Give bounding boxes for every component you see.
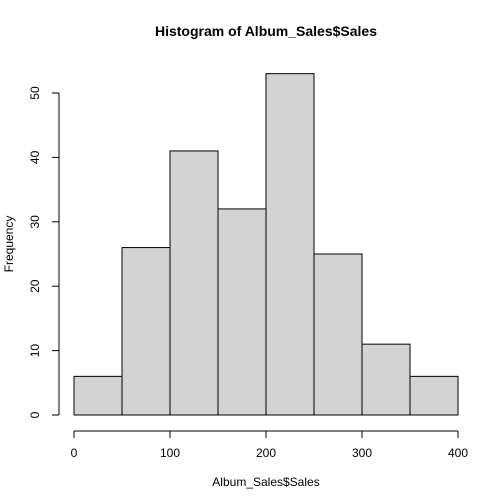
x-tick-label: 100 <box>160 446 180 460</box>
histogram-bar-100-150 <box>169 150 219 416</box>
x-tick-label: 200 <box>256 446 276 460</box>
y-tick-label: 10 <box>28 344 42 358</box>
histogram-bar-50-100 <box>121 247 171 416</box>
bars-group <box>73 73 459 416</box>
x-axis: 0 100 200 300 400 <box>71 430 468 460</box>
y-tick-label: 0 <box>28 411 42 418</box>
y-axis-label: Frequency <box>2 216 16 273</box>
y-tick-label: 20 <box>28 279 42 293</box>
histogram-bar-300-350 <box>361 343 411 416</box>
y-tick-label: 50 <box>28 86 42 100</box>
histogram-bar-200-250 <box>265 73 315 416</box>
x-tick-label: 300 <box>352 446 372 460</box>
y-tick-label: 30 <box>28 215 42 229</box>
chart-title: Histogram of Album_Sales$Sales <box>155 23 377 39</box>
y-tick-label: 40 <box>28 150 42 164</box>
x-tick-label: 0 <box>71 446 78 460</box>
x-tick-label: 400 <box>448 446 468 460</box>
y-axis: 0 10 20 30 40 50 <box>28 86 60 418</box>
x-axis-label: Album_Sales$Sales <box>212 475 319 489</box>
histogram-bar-0-50 <box>73 375 123 416</box>
histogram-bar-150-200 <box>217 208 267 416</box>
histogram-bar-250-300 <box>313 253 363 416</box>
histogram-bar-350-400 <box>409 375 459 416</box>
